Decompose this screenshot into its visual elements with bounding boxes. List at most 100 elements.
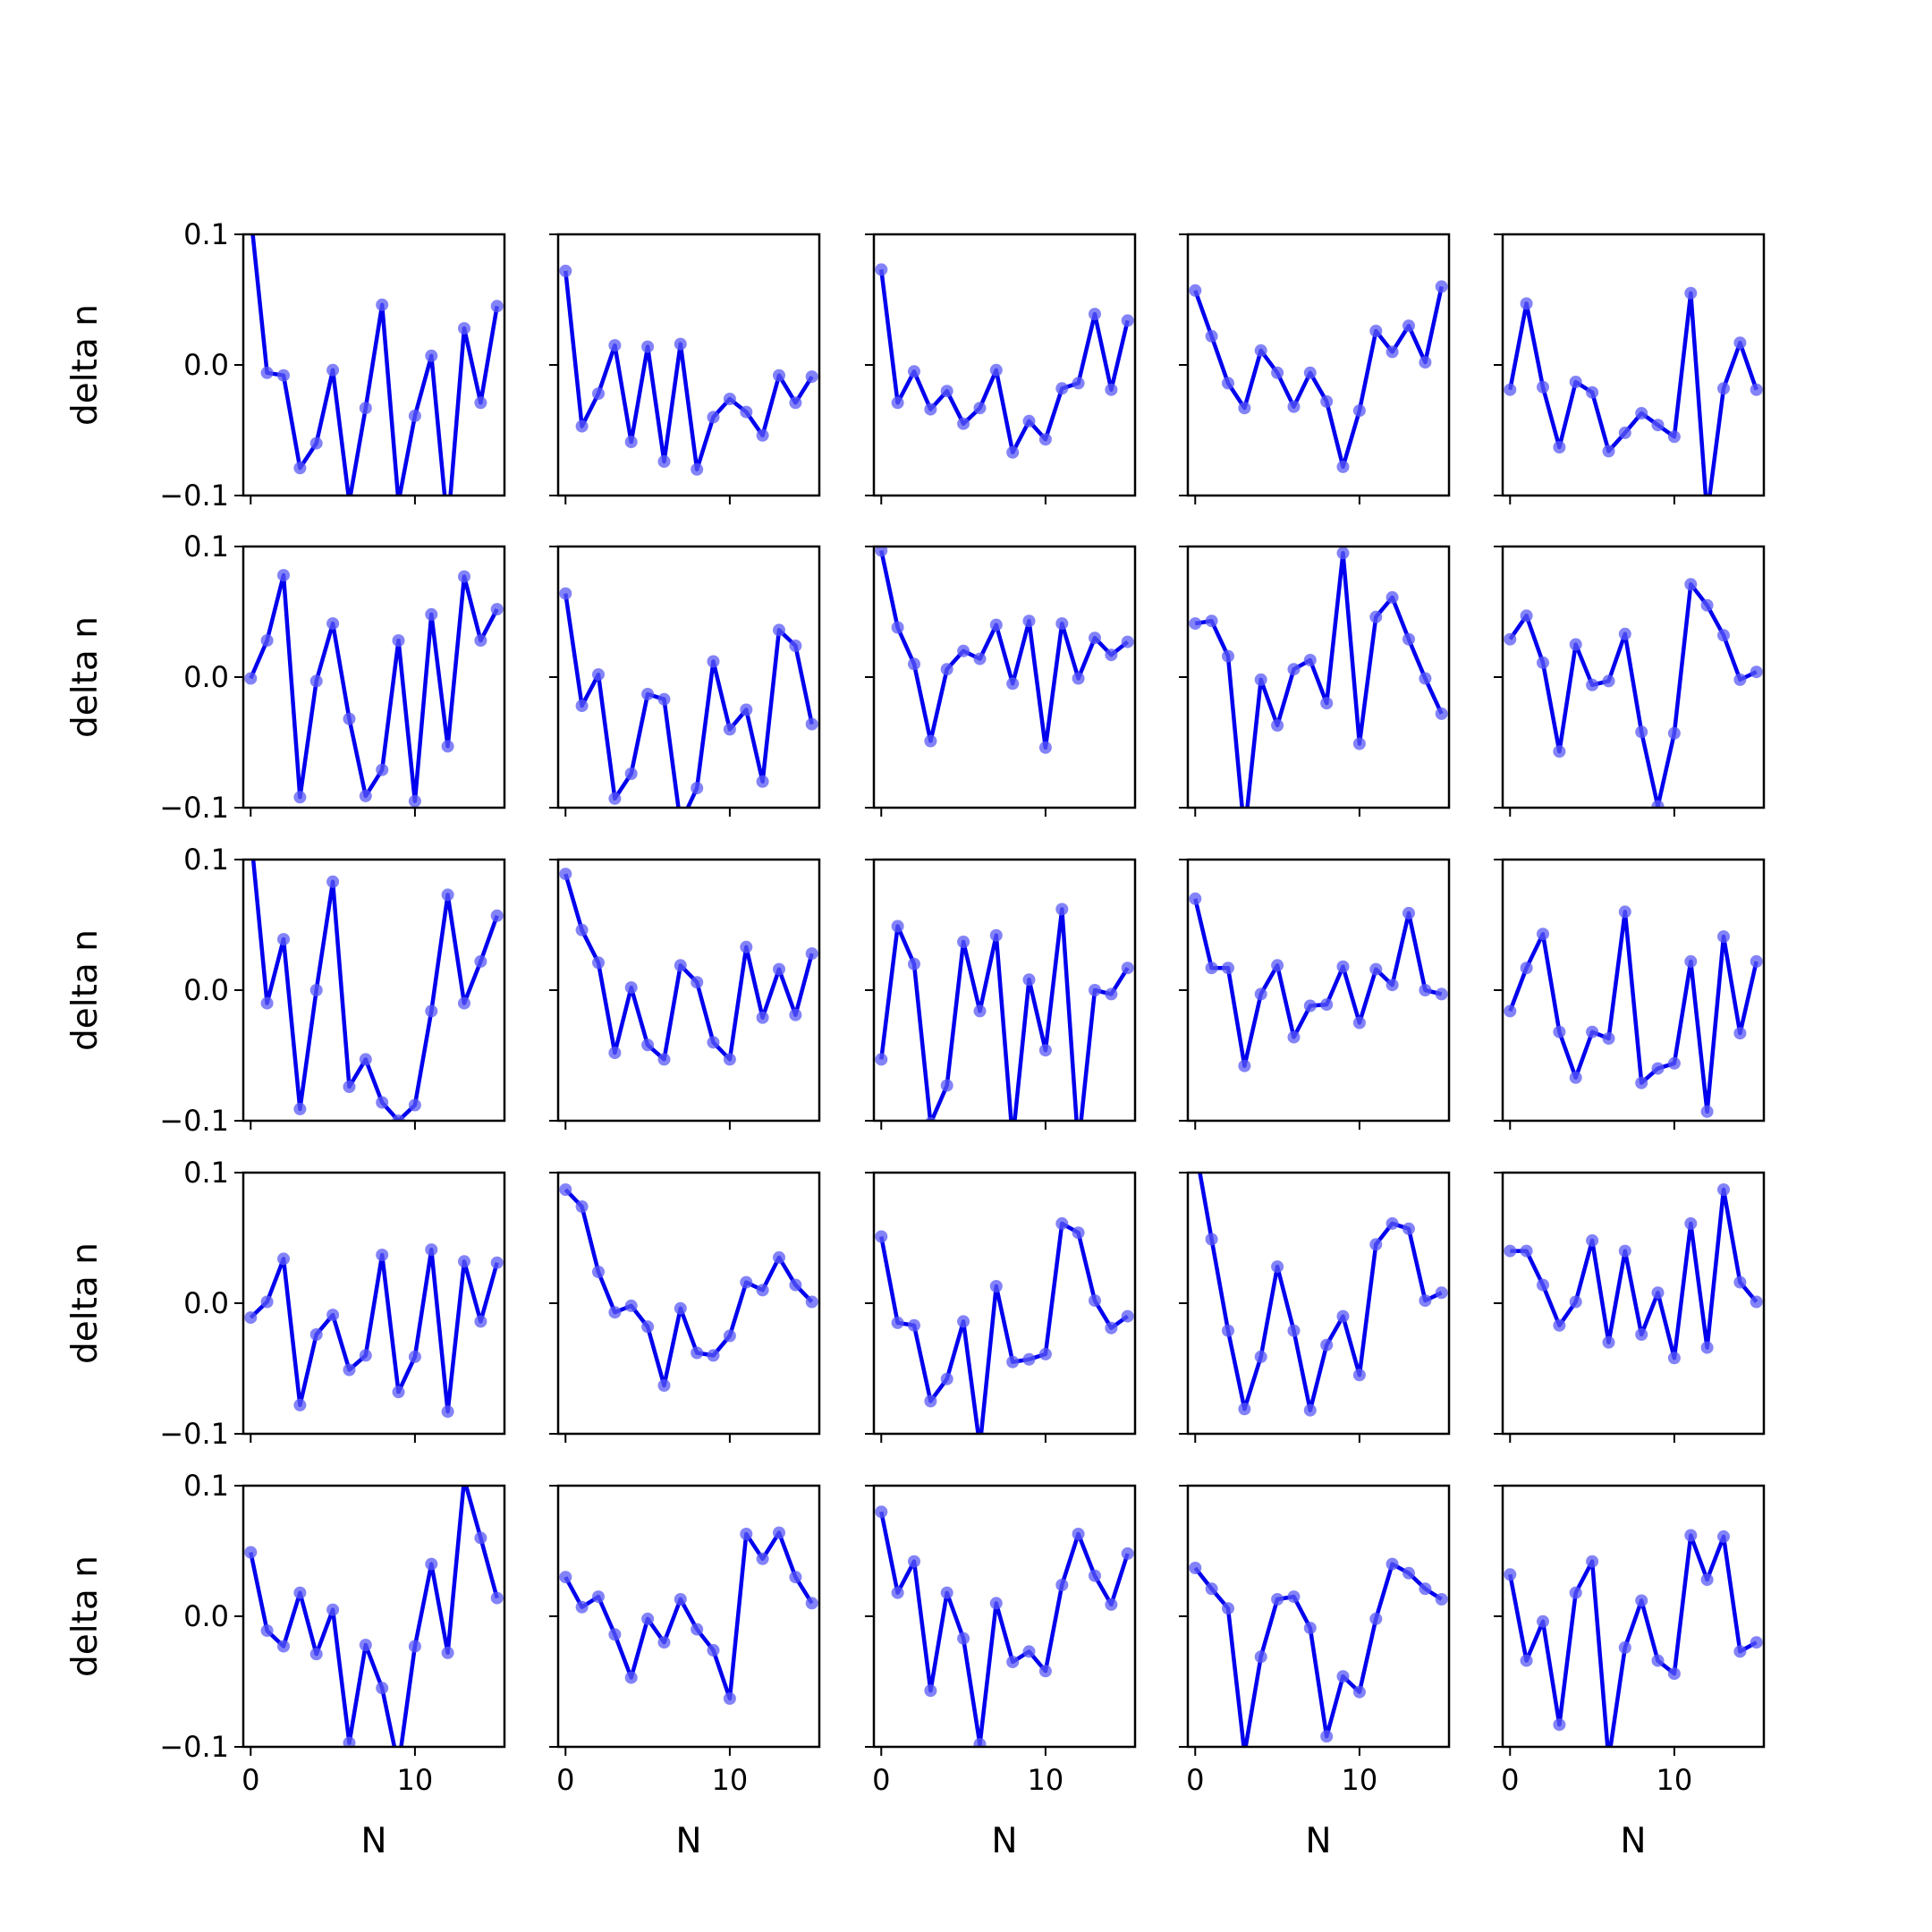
- data-point: [1435, 280, 1448, 293]
- data-point: [1504, 632, 1517, 646]
- data-point: [458, 996, 470, 1010]
- plot-area: [1504, 1529, 1763, 1747]
- data-point: [756, 775, 769, 788]
- subplot-r2-c4: [1179, 545, 1451, 817]
- data-point: [559, 1183, 572, 1196]
- data-point: [908, 1318, 920, 1332]
- data-point: [1205, 962, 1218, 975]
- y-tick-label: 0.1: [183, 530, 229, 564]
- subplot-r4-c5: [1494, 1171, 1766, 1443]
- x-tick-label: 10: [1657, 1763, 1693, 1797]
- data-point: [973, 1004, 987, 1018]
- data-point: [674, 1593, 687, 1606]
- data-point: [1189, 617, 1202, 631]
- data-point: [1402, 1222, 1415, 1235]
- data-point: [875, 1505, 888, 1519]
- y-tick-label: −0.1: [159, 791, 229, 825]
- data-point: [940, 1079, 953, 1092]
- series-line: [1508, 1533, 1758, 1747]
- data-point: [740, 405, 753, 419]
- series-line: [249, 1486, 499, 1747]
- data-point: [1238, 1402, 1251, 1416]
- series-line: [564, 1530, 814, 1701]
- data-point: [1038, 1347, 1052, 1360]
- plot-area: [875, 902, 1134, 1121]
- data-point: [260, 996, 274, 1010]
- data-point: [756, 1284, 769, 1297]
- data-point: [1038, 1665, 1052, 1678]
- data-point: [1733, 1645, 1747, 1658]
- data-point: [277, 933, 290, 946]
- data-point: [1089, 984, 1101, 996]
- subplot-r5-c5: 0 10 N: [1494, 1484, 1766, 1861]
- data-point: [1072, 672, 1085, 685]
- plot-area: [559, 587, 818, 808]
- data-point: [1504, 1568, 1517, 1581]
- data-point: [805, 1597, 818, 1610]
- subplot-r1-c2: [549, 233, 821, 504]
- data-point: [1717, 930, 1730, 944]
- data-point: [1402, 319, 1415, 333]
- series-line: [249, 572, 499, 803]
- data-point: [1072, 1226, 1085, 1240]
- plot-area: [559, 868, 818, 1066]
- data-point: [490, 603, 504, 616]
- data-point: [343, 1080, 356, 1093]
- data-point: [277, 1640, 290, 1653]
- series-line: [879, 1221, 1130, 1434]
- data-point: [1352, 1016, 1366, 1030]
- data-point: [244, 1311, 258, 1325]
- plot-area: [875, 1216, 1134, 1434]
- data-point: [789, 640, 802, 652]
- data-point: [1105, 987, 1118, 1001]
- subplot-r2-c5: [1494, 545, 1766, 817]
- data-point: [1569, 1295, 1582, 1309]
- data-point: [1385, 979, 1399, 992]
- data-point: [1635, 1328, 1648, 1341]
- series-line: [564, 270, 814, 472]
- y-axis-label: delta n: [65, 616, 106, 738]
- data-point: [973, 402, 987, 415]
- data-point: [1435, 1286, 1448, 1300]
- data-point: [1105, 1321, 1118, 1335]
- data-point: [1303, 1622, 1317, 1635]
- data-point: [1419, 1294, 1432, 1308]
- data-point: [723, 723, 736, 736]
- data-point: [1352, 404, 1366, 418]
- data-point: [1667, 430, 1681, 444]
- y-tick-label: 0.1: [183, 1156, 229, 1190]
- data-point: [773, 1526, 785, 1539]
- data-point: [891, 621, 904, 634]
- x-tick-label: 10: [397, 1763, 434, 1797]
- data-point: [1369, 610, 1383, 623]
- series-line: [1510, 1187, 1758, 1360]
- plot-area: [1504, 578, 1763, 808]
- data-point: [592, 668, 605, 682]
- subplot-r2-c3: [865, 545, 1137, 817]
- data-point: [1287, 400, 1301, 413]
- data-point: [1320, 697, 1334, 710]
- data-point: [989, 363, 1003, 377]
- plot-area: [559, 264, 818, 476]
- data-point: [1700, 598, 1714, 612]
- data-point: [1352, 737, 1366, 750]
- data-point: [1733, 336, 1747, 350]
- data-point: [441, 740, 454, 753]
- subplot-r4-c1: −0.1 0.0 0.1 delta n: [65, 1156, 506, 1451]
- data-point: [1717, 382, 1730, 395]
- data-point: [940, 385, 953, 398]
- axes-frame: [556, 858, 821, 1123]
- subplot-r1-c4: [1179, 233, 1451, 504]
- data-point: [1750, 1636, 1763, 1649]
- data-point: [1006, 1656, 1020, 1669]
- x-axis-label: N: [1620, 1821, 1646, 1861]
- data-point: [309, 984, 323, 996]
- data-point: [1038, 741, 1052, 754]
- data-point: [1419, 984, 1432, 996]
- data-point: [989, 618, 1003, 631]
- series-line: [564, 593, 814, 808]
- data-point: [1402, 906, 1415, 919]
- data-point: [940, 1586, 953, 1599]
- data-point: [592, 956, 605, 970]
- data-point: [359, 402, 372, 415]
